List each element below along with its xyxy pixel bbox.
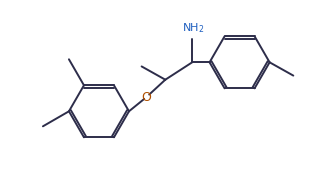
Text: NH$_2$: NH$_2$ [183,22,205,36]
Text: O: O [142,91,151,104]
